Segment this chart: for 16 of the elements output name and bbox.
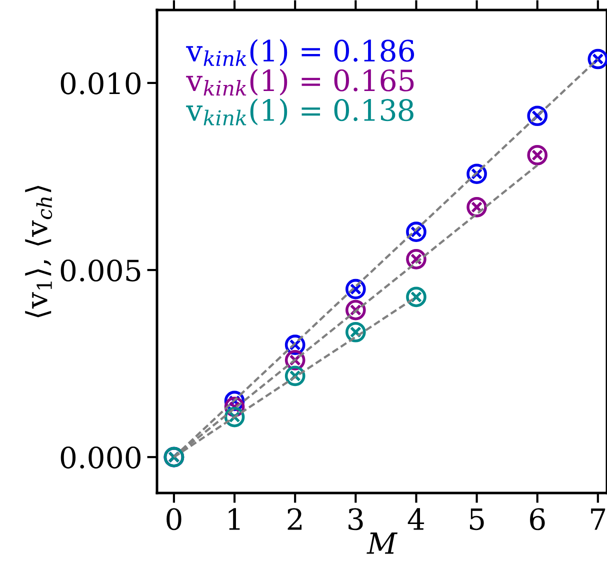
text: v$_{kink}$(1) = 0.165 [186, 68, 414, 96]
x-tick-label: 3 [348, 508, 363, 530]
y-axis-title: ⟨v$_{1}$⟩, ⟨v$_{ch}$⟩ [25, 186, 52, 318]
text: v$_{kink}$(1) = 0.186 [186, 39, 414, 66]
x-axis-title: M [366, 532, 398, 554]
x-tick-label: 0 [166, 508, 182, 530]
x-tick-label: 1 [228, 508, 240, 530]
x-tick-label: 5 [470, 508, 484, 530]
text: v$_{kink}$(1) = 0.138 [186, 98, 414, 126]
x-tick-label: 7 [591, 508, 606, 530]
x-tick-label: 4 [408, 508, 424, 530]
y-tick-label: 0.010 [60, 72, 140, 94]
y-tick-label: 0.005 [60, 259, 140, 282]
x-tick-label: 2 [288, 508, 302, 530]
y-tick-label: 0.000 [60, 446, 140, 469]
x-tick-label: 6 [530, 508, 545, 530]
